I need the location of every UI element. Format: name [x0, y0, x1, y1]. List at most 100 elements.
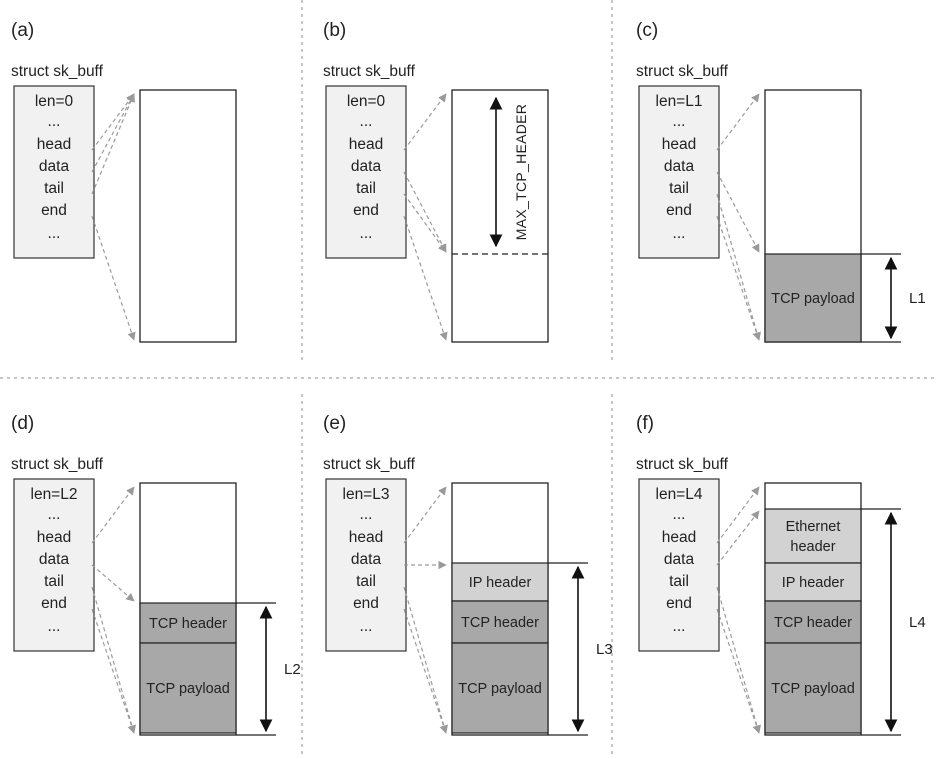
panel-c-field-3: tail — [669, 180, 689, 197]
panel-b-field-0: ... — [360, 113, 373, 130]
panel-d-field-1: head — [37, 529, 71, 546]
panel-e-field-3: tail — [356, 573, 376, 590]
panel-e-label: (e) — [323, 413, 346, 434]
panel-e-segment-2-label: TCP payload — [458, 681, 542, 697]
panel-a-field-4: end — [41, 202, 67, 219]
panel-a-field-5: ... — [48, 225, 61, 242]
panel-f-field-4: end — [666, 595, 692, 612]
panel-f-segment-0 — [764, 508, 862, 564]
panel-a-data-pointer — [91, 93, 135, 173]
panel-b-max-tcp-header-label: MAX_TCP_HEADER — [513, 104, 529, 240]
panel-f-measure-label: L4 — [909, 614, 926, 631]
panel-d-field-0: ... — [48, 506, 61, 523]
panel-e-field-5: ... — [360, 618, 373, 635]
panel-d-end-pointer — [91, 608, 136, 734]
panel-c-segment-0 — [764, 253, 862, 343]
panel-b-data-pointer — [403, 171, 447, 253]
panel-f-field-1: head — [662, 529, 696, 546]
panel-f-segment-0-label-2: header — [790, 539, 835, 555]
panel-b-label: (b) — [323, 20, 346, 41]
panel-c-field-1: head — [662, 136, 696, 153]
panel-f-len-field: len=L4 — [656, 486, 703, 503]
panel-f-data-pointer — [716, 510, 760, 566]
panel-b: (b) struct sk_buff len=0... head data tail end… — [323, 20, 549, 343]
panel-c-struct-name: struct sk_buff — [636, 63, 729, 80]
panel-d-label: (d) — [11, 413, 34, 434]
panel-f-segment-1 — [764, 562, 862, 602]
panel-d-struct-name: struct sk_buff — [11, 456, 104, 473]
panel-f-segment-2-label: TCP header — [774, 615, 852, 631]
panel-b-field-5: ... — [360, 225, 373, 242]
panel-d-data-pointer — [91, 564, 135, 602]
panel-b-struct-box — [325, 85, 407, 259]
panel-d-measure-label: L2 — [284, 661, 301, 678]
panel-d-segment-0 — [139, 602, 237, 644]
panel-c-field-4: end — [666, 202, 692, 219]
panel-a-field-3: tail — [44, 180, 64, 197]
panel-d-struct-box — [13, 478, 95, 652]
panel-a-label: (a) — [11, 20, 34, 41]
panel-e-end-pointer — [403, 608, 448, 734]
panel-f-segment-3 — [764, 642, 862, 734]
panel-f-struct-box — [638, 478, 720, 652]
panel-d-segment-0-label: TCP header — [149, 616, 227, 632]
panel-e-field-2: data — [351, 551, 382, 568]
panel-f-tail-pointer — [716, 586, 761, 734]
panel-e-field-4: end — [353, 595, 379, 612]
panel-c: (c) struct sk_buff len=L1... head data tail en… — [636, 20, 926, 343]
panel-d-field-2: data — [39, 551, 70, 568]
panel-b-struct-name: struct sk_buff — [323, 63, 416, 80]
panel-a-field-1: head — [37, 136, 71, 153]
panel-b-head-pointer — [403, 93, 447, 151]
panel-e-segment-0-label: IP header — [469, 575, 532, 591]
panel-f-field-5: ... — [673, 618, 686, 635]
panel-c-field-5: ... — [673, 225, 686, 242]
panel-a-tail-pointer — [91, 93, 135, 195]
panel-b-field-4: end — [353, 202, 379, 219]
panel-c-end-pointer — [716, 215, 761, 341]
panel-c-field-0: ... — [673, 113, 686, 130]
panel-b-field-1: head — [349, 136, 383, 153]
panel-c-segment-0-label: TCP payload — [771, 291, 855, 307]
panel-e-segment-1-label: TCP header — [461, 615, 539, 631]
panel-a-field-2: data — [39, 158, 70, 175]
panel-b-end-pointer — [403, 215, 448, 341]
panel-f: (f) struct sk_buff len=L4... head data tail en… — [636, 413, 926, 736]
panel-f-struct-name: struct sk_buff — [636, 456, 729, 473]
panel-f-end-pointer — [716, 608, 761, 734]
panel-a-buffer — [139, 89, 237, 343]
panel-a-head-pointer — [91, 93, 135, 151]
panel-f-field-3: tail — [669, 573, 689, 590]
panel-a-end-pointer — [91, 215, 136, 341]
panel-d-field-4: end — [41, 595, 67, 612]
panels-group: (a) struct sk_buff len=0... head data tail end… — [11, 20, 926, 736]
panel-f-segment-0-label-1: Ethernet — [786, 519, 841, 535]
panel-c-data-pointer — [716, 171, 760, 253]
panel-d-segment-1 — [139, 642, 237, 734]
panel-c-len-field: len=L1 — [656, 93, 703, 110]
panel-c-measure-label: L1 — [909, 290, 926, 307]
panel-f-head-pointer — [716, 486, 760, 544]
panel-f-segment-1-label: IP header — [782, 575, 845, 591]
panel-b-field-2: data — [351, 158, 382, 175]
panel-f-field-2: data — [664, 551, 695, 568]
panel-d-tail-pointer — [91, 586, 136, 734]
panel-a-field-0: ... — [48, 113, 61, 130]
panel-e-measure-label: L3 — [596, 641, 613, 658]
panel-f-label: (f) — [636, 413, 654, 434]
panel-e-struct-name: struct sk_buff — [323, 456, 416, 473]
panel-f-field-0: ... — [673, 506, 686, 523]
panel-b-tail-pointer — [403, 193, 447, 253]
panel-d-field-3: tail — [44, 573, 64, 590]
panel-b-len-field: len=0 — [347, 93, 386, 110]
panel-d-head-pointer — [91, 486, 135, 544]
panel-d-field-5: ... — [48, 618, 61, 635]
panel-a-struct-name: struct sk_buff — [11, 63, 104, 80]
panel-e-segment-2 — [451, 642, 549, 734]
panel-e-field-1: head — [349, 529, 383, 546]
panel-c-head-pointer — [716, 93, 760, 151]
panel-c-field-2: data — [664, 158, 695, 175]
panel-e-tail-pointer — [403, 586, 448, 734]
